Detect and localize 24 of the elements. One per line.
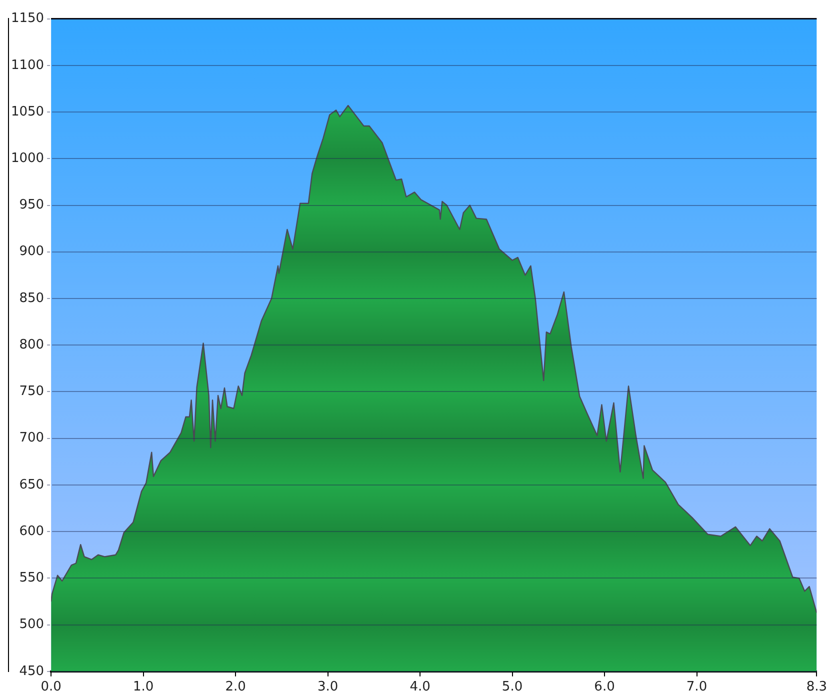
y-tick-label: 1000 [10,151,44,166]
y-tick-label: 850 [19,290,44,306]
y-tick-label: 750 [19,384,44,400]
y-tick-label: 1150 [10,11,44,26]
y-tick-label: 450 [19,664,44,679]
y-tick-label: 700 [19,430,44,446]
x-tick-label: 5.0 [502,680,523,695]
y-tick-label: 1050 [10,104,44,120]
x-tick-label: 7.0 [686,680,708,695]
y-tick-label: 650 [19,477,44,492]
y-tick-label: 500 [19,617,44,632]
y-tick-label: 600 [19,524,44,539]
x-tick-label: 8.3 [806,680,828,695]
x-tick-label: 2.0 [225,680,246,695]
y-tick-label: 900 [19,244,44,260]
y-tick-label: 550 [19,570,44,586]
x-tick-label: 1.0 [132,680,154,695]
y-tick-label: 1100 [10,58,44,73]
x-tick-label: 4.0 [410,680,430,695]
x-tick-label: 0.0 [40,680,62,695]
y-tick-label: 800 [19,337,44,352]
y-tick-label: 950 [19,198,44,213]
x-tick-label: 6.0 [594,680,615,695]
x-tick-label: 3.0 [317,680,338,695]
